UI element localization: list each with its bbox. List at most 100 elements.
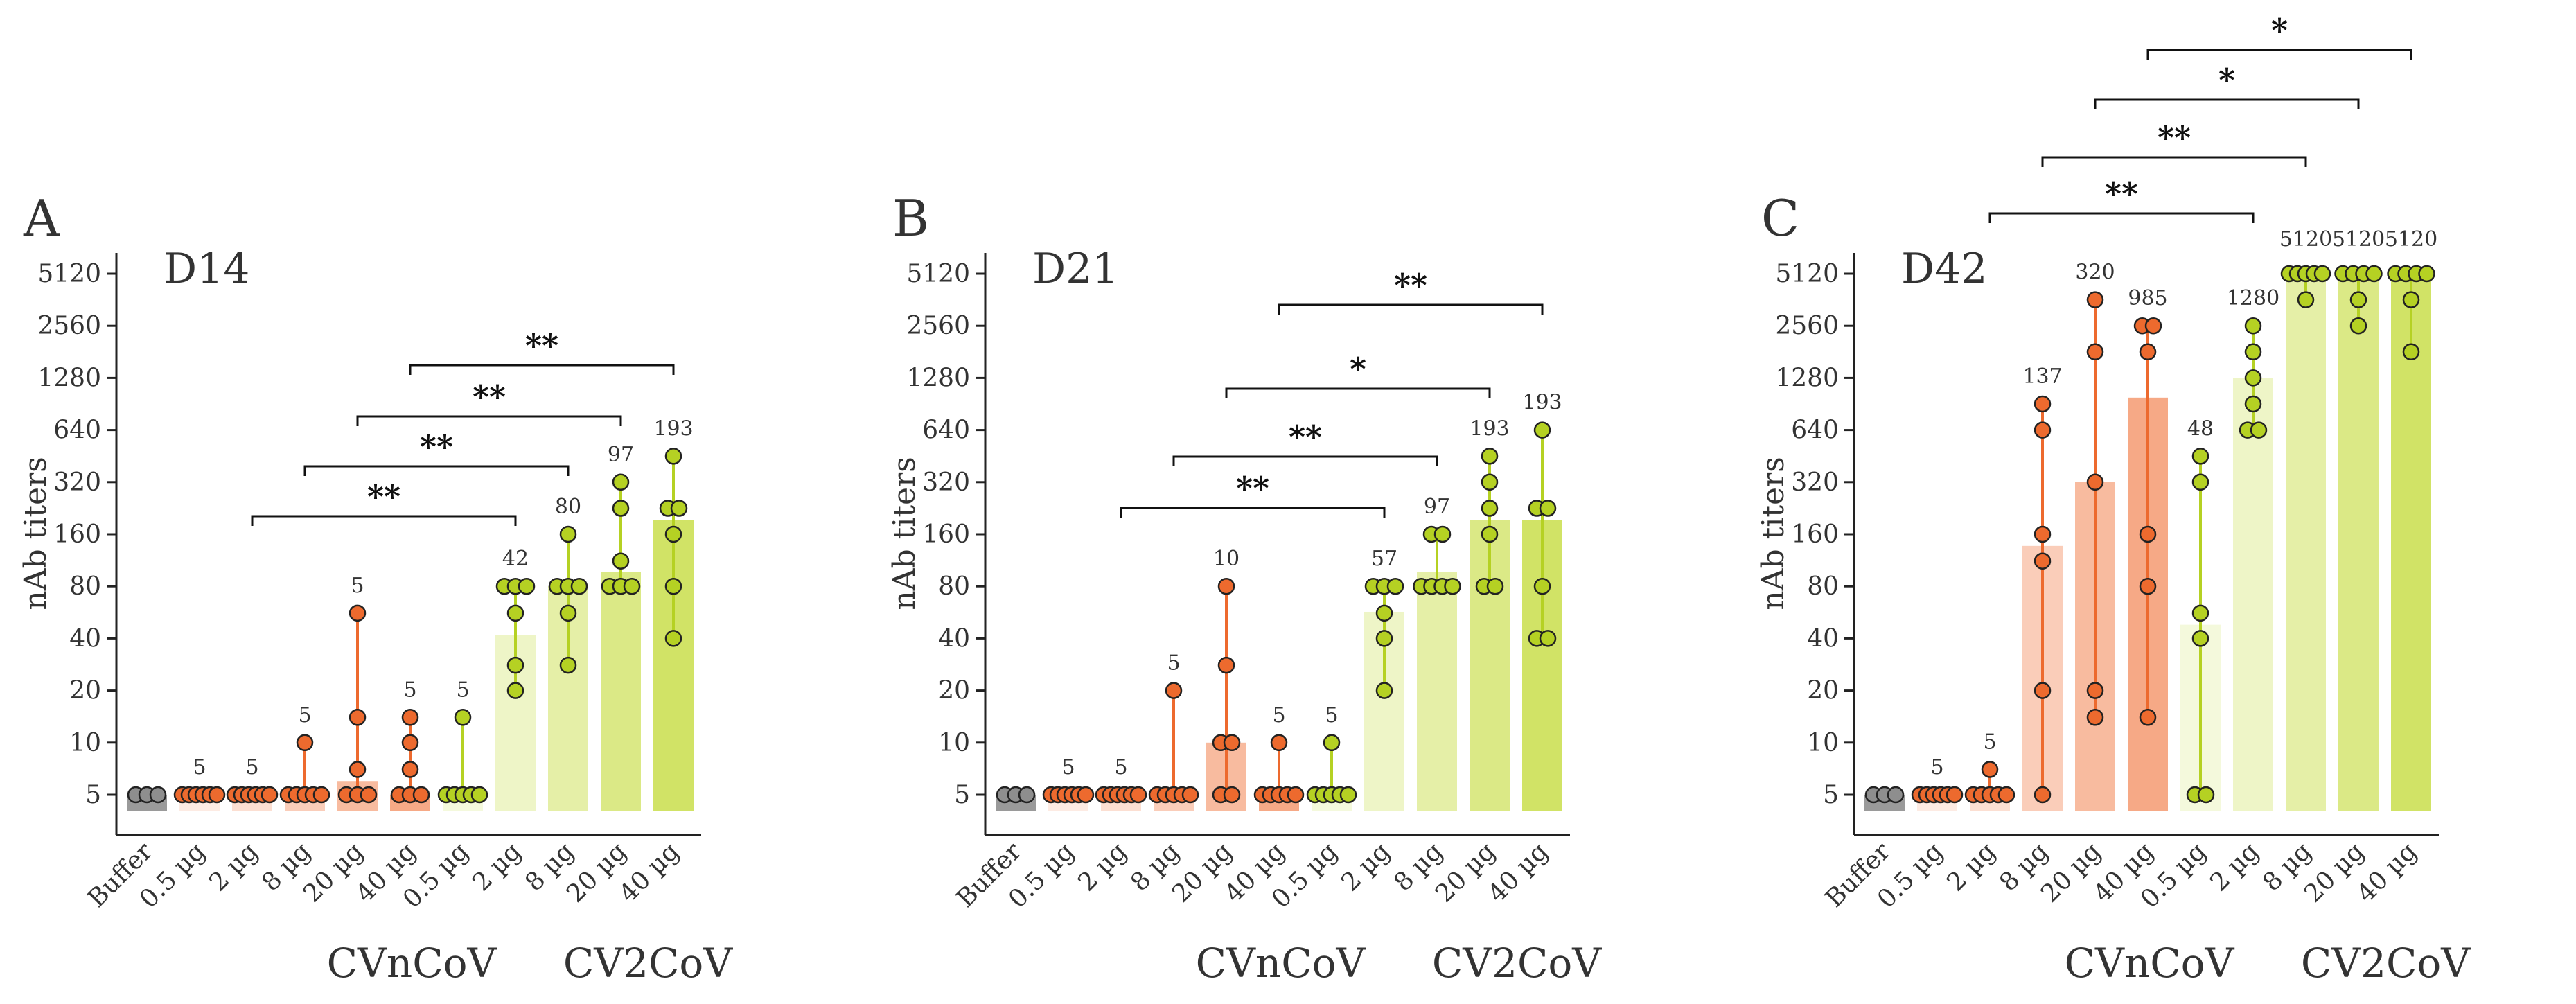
data-point bbox=[570, 577, 588, 595]
significance-bracket bbox=[1172, 455, 1438, 466]
panel-title: D42 bbox=[1901, 245, 1987, 293]
y-tick-label: 1280 bbox=[1775, 364, 1839, 392]
data-point bbox=[1375, 604, 1393, 622]
y-tick-label: 640 bbox=[922, 416, 970, 445]
data-point bbox=[2086, 343, 2104, 361]
value-label: 5 bbox=[1983, 730, 1996, 754]
value-label: 1280 bbox=[2227, 286, 2279, 310]
data-point bbox=[261, 786, 279, 804]
category-label: 2 µg bbox=[204, 837, 263, 897]
data-point bbox=[2349, 291, 2367, 308]
data-point bbox=[2086, 682, 2104, 699]
value-label: 5 bbox=[193, 755, 206, 780]
value-label: 5120 bbox=[2332, 227, 2385, 252]
value-label: 5 bbox=[1167, 651, 1180, 676]
data-point bbox=[2349, 317, 2367, 335]
data-point bbox=[470, 786, 488, 804]
value-label: 193 bbox=[1470, 416, 1509, 441]
value-label: 5 bbox=[351, 574, 364, 598]
data-point bbox=[401, 734, 419, 752]
category-label: 20 µg bbox=[298, 837, 369, 908]
category-label: 20 µg bbox=[1167, 837, 1237, 908]
y-tick-label: 160 bbox=[922, 520, 970, 549]
significance-label: ** bbox=[2158, 119, 2191, 157]
category-label: 20 µg bbox=[561, 837, 632, 908]
significance-label: ** bbox=[1236, 470, 1269, 507]
panel-c: C D42 5 10 20 40 80 160 320 640 1280 2560 5120 nAb ti… bbox=[1756, 12, 2471, 987]
value-label: 5 bbox=[1930, 755, 1943, 780]
data-point bbox=[1386, 577, 1404, 595]
data-point bbox=[1375, 682, 1393, 699]
y-tick-label: 80 bbox=[69, 572, 101, 601]
value-label: 5 bbox=[456, 678, 469, 702]
value-label: 5 bbox=[403, 678, 416, 702]
y-tick-label: 20 bbox=[1807, 677, 1839, 705]
group-label: CV2CoV bbox=[2301, 940, 2471, 987]
data-point bbox=[1323, 734, 1341, 752]
data-point bbox=[559, 525, 577, 543]
value-label: 5 bbox=[1272, 703, 1285, 728]
y-tick-label: 320 bbox=[53, 468, 101, 497]
data-point bbox=[349, 709, 367, 726]
data-point bbox=[2244, 317, 2262, 335]
significance-bracket bbox=[1988, 212, 2255, 223]
y-tick-label: 40 bbox=[938, 624, 970, 653]
y-axis-label: nAb titers bbox=[1756, 457, 1791, 610]
y-tick-label: 2560 bbox=[37, 312, 101, 340]
group-label: CV2CoV bbox=[563, 940, 733, 987]
data-point bbox=[1481, 448, 1499, 465]
data-point bbox=[2034, 552, 2052, 570]
category-label: 40 µg bbox=[1483, 837, 1553, 908]
data-point bbox=[1981, 761, 1999, 778]
bar bbox=[2286, 274, 2326, 811]
data-point bbox=[1287, 786, 1305, 804]
group-label: CVnCoV bbox=[327, 940, 497, 987]
data-point bbox=[2086, 291, 2104, 308]
value-label: 10 bbox=[1213, 547, 1240, 571]
value-label: 5120 bbox=[2279, 227, 2332, 252]
data-point bbox=[1339, 786, 1357, 804]
value-label: 5 bbox=[1114, 755, 1127, 780]
y-tick-label: 10 bbox=[938, 729, 970, 757]
bar bbox=[2233, 378, 2273, 811]
bar bbox=[1417, 572, 1457, 811]
data-point bbox=[664, 577, 682, 595]
category-label: 20 µg bbox=[1430, 837, 1501, 908]
significance-bracket bbox=[1278, 303, 1544, 315]
significance-bracket bbox=[303, 465, 570, 476]
data-point bbox=[1018, 786, 1036, 804]
y-tick-label: 640 bbox=[53, 416, 101, 445]
data-point bbox=[518, 577, 536, 595]
panel-a: A D14 5 10 20 40 80 160 320 640 1280 2560 5120 nAb ti… bbox=[18, 189, 733, 987]
data-point bbox=[559, 656, 577, 674]
value-label: 97 bbox=[608, 443, 634, 467]
significance-label: ** bbox=[1289, 419, 1322, 456]
y-tick-label: 10 bbox=[69, 729, 101, 757]
value-label: 5 bbox=[1325, 703, 1338, 728]
data-point bbox=[2086, 473, 2104, 491]
category-label: 40 µg bbox=[614, 837, 685, 908]
value-label: 57 bbox=[1371, 547, 1397, 571]
data-point bbox=[1481, 525, 1499, 543]
category-label: 20 µg bbox=[2036, 837, 2106, 908]
value-label: 137 bbox=[2022, 364, 2062, 389]
y-tick-label: 20 bbox=[938, 677, 970, 705]
data-point bbox=[1539, 630, 1557, 647]
data-point bbox=[2402, 343, 2420, 361]
bar bbox=[601, 572, 641, 811]
data-point bbox=[612, 473, 630, 491]
significance-bracket bbox=[2146, 49, 2412, 60]
category-label: 20 µg bbox=[2299, 837, 2370, 908]
data-point bbox=[1181, 786, 1199, 804]
data-point bbox=[623, 577, 641, 595]
significance-label: ** bbox=[1394, 267, 1427, 304]
value-label: 5 bbox=[298, 703, 311, 728]
data-point bbox=[2365, 265, 2383, 283]
data-point bbox=[312, 786, 330, 804]
significance-bracket bbox=[409, 364, 675, 375]
data-point bbox=[2034, 395, 2052, 413]
significance-label: * bbox=[2218, 62, 2235, 99]
category-label: 40 µg bbox=[2352, 837, 2422, 908]
value-label: 42 bbox=[502, 547, 529, 571]
data-point bbox=[612, 552, 630, 570]
